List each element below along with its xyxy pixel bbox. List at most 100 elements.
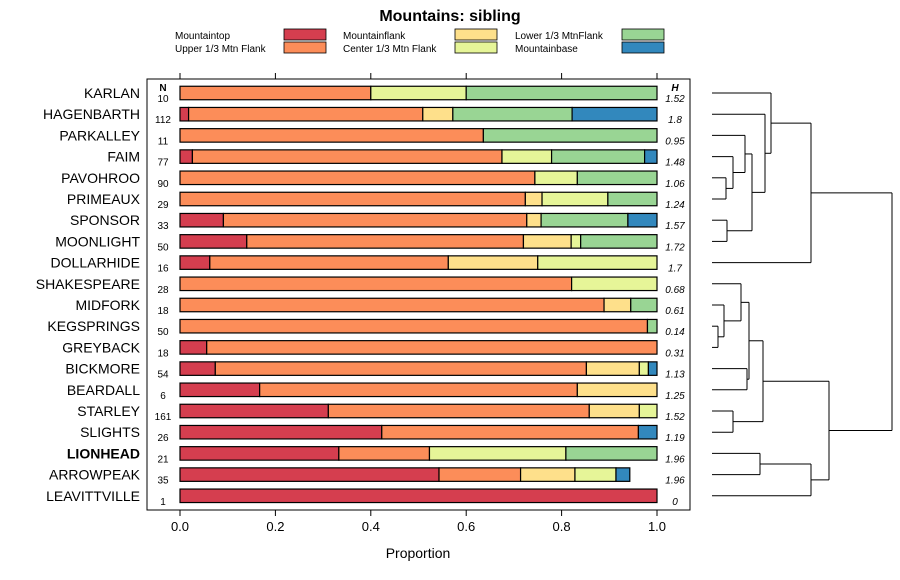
row-label: DOLLARHIDE: [51, 255, 140, 271]
bar-segment: [580, 234, 658, 249]
row-label: STARLEY: [77, 403, 140, 419]
bar-segment: [501, 149, 553, 164]
row-label: SLIGHTS: [80, 424, 140, 440]
row-label: LIONHEAD: [67, 445, 140, 461]
x-tick-label: 0.8: [553, 519, 571, 534]
row-n-value: 21: [157, 454, 169, 465]
bar-segment: [428, 446, 567, 461]
bar-segment: [607, 191, 658, 207]
row-label: PARKALLEY: [59, 127, 140, 143]
row-n-value: 16: [157, 264, 169, 275]
row-n-value: 54: [157, 370, 169, 381]
row-label: KEGSPRINGS: [47, 318, 140, 334]
x-tick-label: 0.6: [457, 519, 475, 534]
bar-segment: [381, 424, 639, 440]
row-h-value: 1.52: [665, 94, 685, 105]
row-h-value: 0: [672, 497, 678, 508]
bar-segment: [246, 234, 525, 249]
bar-segment: [571, 106, 658, 122]
row-label: ARROWPEAK: [49, 467, 141, 483]
row-h-value: 1.57: [665, 221, 685, 232]
chart-legend: Mountaintop Upper 1/3 Mtn Flank Mountainfl…: [175, 28, 665, 55]
row-label: GREYBACK: [62, 339, 140, 355]
bar-segment: [206, 340, 658, 355]
bar-segment: [447, 255, 539, 270]
legend-swatch: [454, 28, 498, 41]
row-n-value: 50: [157, 327, 169, 338]
bar-segment: [524, 191, 543, 207]
row-label: PRIMEAUX: [67, 191, 141, 207]
row-n-value: 11: [158, 136, 169, 147]
legend-label: Center 1/3 Mtn Flank: [343, 44, 437, 55]
row-label: SHAKESPEARE: [36, 276, 140, 292]
plot-frame: [146, 78, 691, 511]
legend-label: Mountainflank: [343, 31, 406, 42]
bar-segment: [179, 424, 383, 440]
bar-segment: [615, 467, 631, 482]
bar-segment: [179, 297, 605, 313]
row-n-value: 35: [157, 476, 169, 487]
row-n-value: 18: [157, 348, 169, 359]
row-h-value: 1.7: [668, 264, 682, 275]
bar-segment: [643, 149, 658, 164]
bar-segment: [179, 361, 216, 376]
bar-segment: [327, 403, 590, 419]
row-h-value: 1.96: [665, 454, 685, 465]
bar-segment: [179, 382, 261, 398]
row-label: LEAVITTVILLE: [46, 488, 140, 504]
bar-segment: [522, 234, 572, 249]
bar-segment: [179, 318, 649, 334]
bar-segment: [627, 212, 658, 228]
row-h-value: 0.68: [665, 285, 685, 296]
x-tick-label: 0.4: [362, 519, 380, 534]
row-n-value: 161: [155, 412, 172, 423]
legend-swatch: [283, 28, 327, 41]
x-tick-label: 0.2: [266, 519, 284, 534]
bar-segment: [214, 361, 588, 376]
row-label: BICKMORE: [65, 361, 140, 377]
row-n-value: 1: [160, 497, 166, 508]
bar-segment: [179, 403, 329, 419]
row-n-value: 77: [157, 158, 169, 169]
bar-segment: [482, 128, 658, 143]
row-h-value: 1.19: [665, 433, 685, 444]
bar-segment: [438, 467, 522, 482]
bar-segment: [179, 446, 340, 461]
bar-segment: [191, 149, 503, 164]
row-n-value: 112: [155, 115, 171, 126]
legend-swatch: [621, 28, 665, 41]
bar-segment: [259, 382, 578, 398]
bar-segment: [422, 106, 454, 122]
row-n-value: 28: [157, 285, 169, 296]
bar-segment: [526, 212, 542, 228]
row-n-value: 33: [157, 221, 169, 232]
row-n-value: 6: [160, 391, 166, 402]
bar-segment: [647, 361, 658, 376]
bar-segment: [574, 467, 617, 482]
n-column-header: N: [159, 83, 166, 94]
bar-segment: [179, 340, 208, 355]
row-n-value: 29: [157, 200, 169, 211]
row-h-value: 1.52: [665, 412, 685, 423]
bar-segment: [571, 276, 658, 292]
bar-segment: [179, 85, 372, 101]
bar-segment: [537, 255, 658, 270]
bar-segment: [550, 149, 646, 164]
bar-segment: [179, 106, 190, 122]
bar-segment: [338, 446, 431, 461]
x-tick-label: 0.0: [171, 519, 189, 534]
row-n-value: 50: [157, 242, 169, 253]
bar-segment: [179, 467, 440, 482]
bar-segment: [370, 85, 467, 101]
legend-label: Lower 1/3 MtnFlank: [515, 31, 604, 42]
bar-segment: [638, 403, 658, 419]
bar-segment: [576, 382, 658, 398]
x-axis: 0.0 0.2 0.4 0.6 0.8 1.0: [171, 73, 666, 534]
bar-segment: [541, 191, 609, 207]
legend-swatch: [283, 41, 327, 54]
row-h-value: 0.61: [665, 306, 684, 317]
bar-segment: [588, 403, 640, 419]
bar-segment: [452, 106, 573, 122]
row-h-value: 1.25: [665, 391, 685, 402]
bar-segment: [646, 318, 658, 334]
